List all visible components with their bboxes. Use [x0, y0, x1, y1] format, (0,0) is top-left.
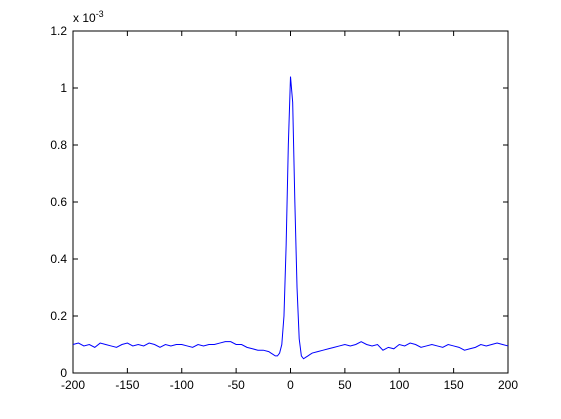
- y-tick-label: 0.8: [50, 138, 67, 152]
- data-line: [72, 76, 509, 360]
- x-tick-label: 50: [338, 378, 352, 392]
- y-tick-label: 1: [60, 81, 67, 95]
- x-tick-label: 150: [444, 378, 464, 392]
- x-tick-label: -100: [170, 378, 194, 392]
- y-tick-label: 1.2: [50, 24, 67, 38]
- x-tick-label: -150: [115, 378, 139, 392]
- x-tick-label: 100: [389, 378, 409, 392]
- x-tick-label: 200: [498, 378, 518, 392]
- y-multiplier: x 10-3: [73, 9, 104, 25]
- x-tick-label: -50: [227, 378, 245, 392]
- multiplier-base: x 10: [73, 11, 96, 25]
- y-tick-label: 0.2: [50, 309, 67, 323]
- x-tick-label: -200: [61, 378, 85, 392]
- y-tick-label: 0.4: [50, 252, 67, 266]
- multiplier-exponent: -3: [96, 9, 104, 19]
- y-tick-label: 0.6: [50, 195, 67, 209]
- x-tick-label: 0: [287, 378, 294, 392]
- y-tick-label: 0: [60, 366, 67, 380]
